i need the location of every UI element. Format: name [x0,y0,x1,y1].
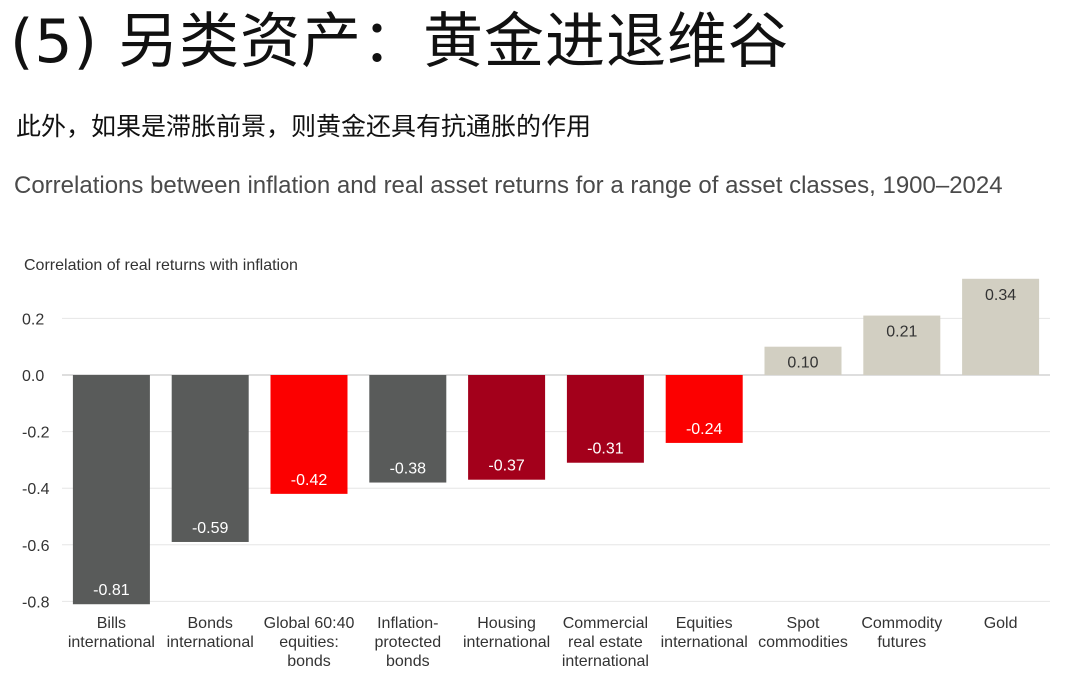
bar-value-label: 0.34 [985,287,1016,304]
x-tick-label: international [562,653,649,670]
x-tick-label: Bonds [188,615,233,632]
x-tick-label: real estate [568,634,643,651]
bar-value-label: -0.31 [587,441,624,458]
x-tick-label: Commodity [861,615,942,632]
x-tick-label: international [167,634,254,651]
bar-chart: Correlation of real returns with inflati… [22,257,1050,670]
bar [171,375,249,542]
y-tick-label: 0.0 [22,368,44,385]
x-tick-label: international [661,634,748,651]
x-tick-label: Global 60:40 [264,615,355,632]
bar [270,375,348,494]
bar-value-label: -0.42 [291,472,328,489]
bar [764,346,842,375]
x-tick-label: futures [877,634,926,651]
x-tick-label: Spot [787,615,820,632]
x-tick-label: Equities [676,615,733,632]
bar [566,375,644,463]
x-tick-label: commodities [758,634,848,651]
x-tick-label: Housing [477,615,536,632]
x-tick-label: Inflation- [377,615,438,632]
bar [962,278,1040,375]
bar-value-label: -0.24 [686,421,723,438]
x-tick-label: bonds [386,653,430,670]
y-tick-label: -0.8 [22,594,50,611]
y-tick-label: -0.6 [22,538,50,555]
y-tick-label: -0.2 [22,425,50,442]
x-tick-label: international [463,634,550,651]
bar [468,375,546,480]
y-tick-label: -0.4 [22,481,50,498]
bar [369,375,447,483]
x-tick-label: protected [374,634,441,651]
x-tick-label: Bills [97,615,126,632]
bar-value-label: -0.59 [192,520,229,537]
bar [863,315,941,375]
bar-value-label: -0.37 [488,458,525,475]
x-tick-label: Commercial [563,615,648,632]
x-tick-label: bonds [287,653,331,670]
bar [72,375,150,605]
bar [665,375,743,443]
page-subtitle: 此外，如果是滞胀前景，则黄金还具有抗通胀的作用 [16,112,592,141]
y-axis-title: Correlation of real returns with inflati… [24,257,298,274]
x-tick-label: equities: [279,634,339,651]
y-tick-label: 0.2 [22,311,44,328]
chart-title: Correlations between inflation and real … [14,172,1003,199]
bar-value-label: 0.21 [886,324,917,341]
bar-value-label: -0.81 [93,582,130,599]
bar-value-label: -0.38 [390,461,427,478]
x-tick-label: Gold [984,615,1018,632]
bar-value-label: 0.10 [787,355,818,372]
page-title: (5) 另类资产：黄金进退维谷 [10,7,790,77]
x-tick-label: international [68,634,155,651]
